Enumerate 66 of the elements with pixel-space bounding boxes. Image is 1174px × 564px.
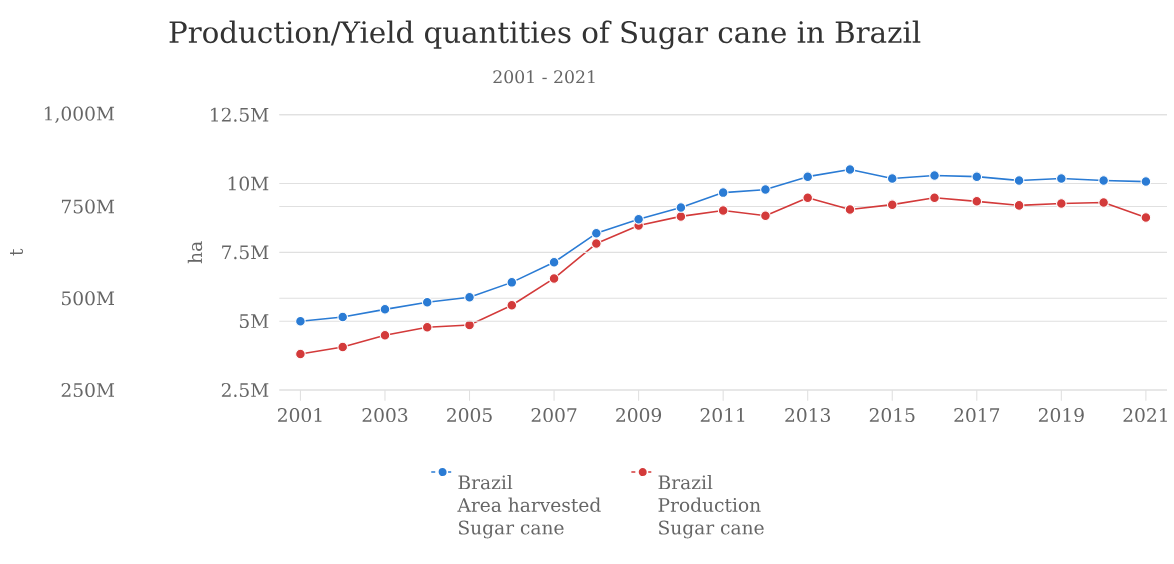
point xyxy=(844,204,856,215)
x-tick-label: 2019 xyxy=(1038,408,1084,423)
point xyxy=(1056,198,1067,210)
x-tick-label: 2011 xyxy=(700,408,745,423)
point xyxy=(844,164,856,176)
point xyxy=(506,300,518,311)
y-tick-label: 250M xyxy=(61,383,115,398)
y2-axis-title: ha xyxy=(187,241,203,264)
point xyxy=(633,214,644,225)
point xyxy=(971,171,983,183)
x-tick-label: 2013 xyxy=(785,408,831,423)
x-tick-label: 2021 xyxy=(1123,408,1167,423)
x-tick-label: 2003 xyxy=(362,408,408,423)
point xyxy=(591,228,602,239)
point xyxy=(591,238,602,250)
point xyxy=(886,199,898,211)
point xyxy=(929,170,940,182)
point xyxy=(760,184,771,196)
point xyxy=(760,210,771,222)
x-tick-label: 2005 xyxy=(447,408,492,423)
x-tick-label: 2001 xyxy=(278,408,322,423)
y-tick-label: 500M xyxy=(62,291,115,306)
x-tick-label: 2007 xyxy=(531,408,577,423)
point xyxy=(295,316,306,327)
y-axis-title: t xyxy=(10,248,23,256)
point xyxy=(548,273,560,284)
point xyxy=(421,322,433,333)
y2-tick-label: 2.5M xyxy=(221,383,269,398)
point xyxy=(337,311,349,323)
point xyxy=(717,205,729,217)
chart-subtitle: 2001 - 2021 xyxy=(493,70,595,84)
legend-label: Brazil Production Sugar cane xyxy=(658,475,764,539)
point xyxy=(464,319,475,331)
y2-tick-label: 12.5M xyxy=(211,107,269,122)
point xyxy=(379,330,391,341)
point xyxy=(929,192,940,204)
point xyxy=(379,304,391,315)
y2-tick-label: 10M xyxy=(228,176,269,191)
point xyxy=(421,297,433,308)
point xyxy=(886,173,898,185)
x-tick-label: 2015 xyxy=(869,408,915,423)
chart-title: Production/Yield quantities of Sugar cane in Brazil xyxy=(169,20,921,50)
point xyxy=(337,341,349,353)
point xyxy=(1056,173,1067,185)
point xyxy=(1098,175,1109,187)
point xyxy=(971,196,983,207)
y-tick-label: 1,000M xyxy=(44,106,115,124)
point xyxy=(1013,200,1025,211)
legend-label: Brazil Area harvested Sugar cane xyxy=(457,475,601,539)
point xyxy=(1098,197,1109,208)
point xyxy=(1140,212,1152,224)
point xyxy=(675,211,687,222)
point xyxy=(1013,175,1025,187)
point xyxy=(802,171,814,183)
y2-tick-label: 5M xyxy=(239,314,269,329)
point xyxy=(675,202,687,214)
point xyxy=(464,292,475,303)
x-tick-label: 2009 xyxy=(616,408,662,423)
point xyxy=(548,257,560,268)
point xyxy=(802,192,814,204)
point xyxy=(295,348,306,360)
point xyxy=(1140,176,1152,188)
x-tick-label: 2017 xyxy=(954,408,1000,423)
point xyxy=(506,277,518,288)
y2-tick-label: 7.5M xyxy=(222,245,269,260)
y-tick-label: 750M xyxy=(61,199,115,214)
